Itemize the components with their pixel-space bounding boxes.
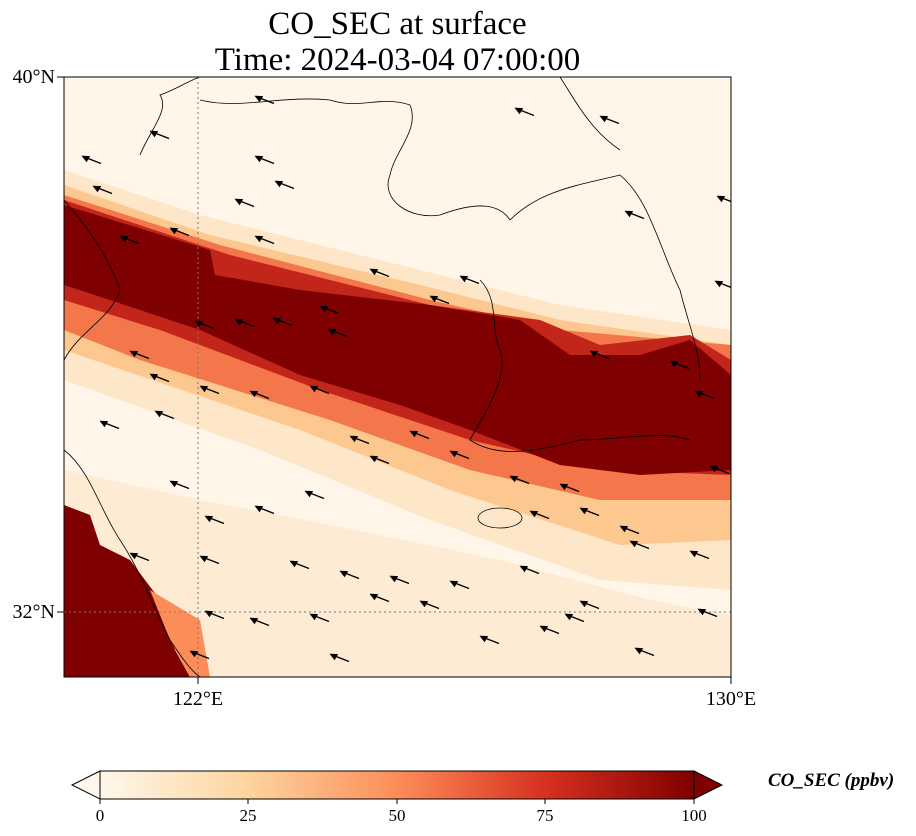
wind-arrow-head — [559, 483, 569, 491]
wind-arrow-head — [429, 295, 439, 303]
wind-arrow-head — [514, 107, 524, 115]
wind-arrow-head — [369, 268, 379, 276]
wind-arrow-head — [619, 525, 629, 533]
wind-arrow-head — [119, 235, 129, 243]
wind-arrow-head — [249, 390, 259, 398]
wind-arrow-head — [589, 350, 599, 358]
wind-arrow-head — [689, 550, 699, 558]
wind-arrow-head — [249, 617, 259, 625]
wind-arrow-head — [349, 435, 359, 443]
wind-arrow-head — [449, 580, 459, 588]
wind-arrow-head — [539, 625, 549, 633]
wind-arrow-head — [509, 475, 519, 483]
wind-arrow-head — [716, 195, 726, 203]
colorbar — [70, 770, 724, 804]
wind-arrow-head — [579, 507, 589, 515]
map-subtitle-time: Time: 2024-03-04 07:00:00 — [214, 42, 581, 78]
colorbar-tick-25: 25 — [239, 806, 257, 825]
map-title: CO_SEC at surface — [268, 6, 527, 42]
wind-arrow-head — [254, 505, 264, 513]
wind-arrow-head — [189, 650, 199, 658]
wind-arrow-head — [564, 613, 574, 621]
wind-arrow-head — [99, 420, 109, 428]
wind-arrow-head — [199, 385, 209, 393]
wind-arrow-head — [129, 552, 139, 560]
lon-label-122e: 122°E — [172, 688, 224, 710]
coastlines — [64, 77, 701, 677]
colorbar-tick-50: 50 — [388, 806, 406, 825]
wind-arrow-head — [327, 328, 337, 336]
wind-arrow-head — [254, 235, 264, 243]
wind-arrow-head — [389, 575, 399, 583]
wind-arrow-head — [329, 653, 339, 661]
wind-arrow-head — [92, 185, 102, 193]
wind-arrow-head — [449, 450, 459, 458]
concentration-field — [64, 77, 731, 677]
wind-arrow-head — [519, 565, 529, 573]
wind-arrow-head — [409, 430, 419, 438]
wind-arrow-head — [529, 510, 539, 518]
wind-arrow-head — [169, 227, 179, 235]
wind-arrow-head — [634, 647, 644, 655]
wind-arrow-head — [309, 613, 319, 621]
wind-vectors — [81, 95, 731, 663]
wind-arrow-head — [289, 560, 299, 568]
colorbar-tick-0: 0 — [95, 806, 105, 825]
wind-arrow-head — [714, 280, 724, 288]
wind-arrow-head — [199, 555, 209, 563]
wind-arrow-head — [204, 610, 214, 618]
wind-arrow-head — [272, 317, 282, 325]
wind-arrow-head — [599, 115, 609, 123]
wind-arrow-head — [81, 155, 91, 163]
wind-arrow-head — [369, 593, 379, 601]
wind-arrow-head — [194, 320, 204, 328]
wind-arrow-head — [697, 608, 707, 616]
wind-arrow-head — [319, 305, 329, 313]
wind-arrow-head — [254, 155, 264, 163]
wind-arrow-head — [254, 95, 264, 103]
wind-arrow-head — [149, 373, 159, 381]
wind-arrow-head — [419, 600, 429, 608]
wind-arrow-head — [274, 180, 284, 188]
wind-arrow-head — [369, 455, 379, 463]
colorbar-label: CO_SEC (ppbv) — [768, 770, 895, 791]
wind-arrow-head — [149, 130, 159, 138]
wind-arrow-head — [709, 465, 719, 473]
wind-arrow-head — [629, 540, 639, 548]
colorbar-tick-75: 75 — [536, 806, 554, 825]
wind-arrow-head — [169, 480, 179, 488]
wind-arrow-head — [579, 600, 589, 608]
wind-arrow-head — [624, 210, 634, 218]
wind-arrow-head — [204, 515, 214, 523]
map-frame — [63, 76, 732, 678]
lat-label-40n: 40°N — [12, 66, 55, 88]
wind-arrow-head — [479, 635, 489, 643]
colorbar-tick-100: 100 — [681, 806, 707, 825]
wind-arrow-head — [669, 360, 679, 368]
wind-arrow-head — [694, 390, 704, 398]
wind-arrow-head — [304, 490, 314, 498]
wind-arrow-head — [309, 385, 319, 393]
lon-label-130e: 130°E — [705, 688, 757, 710]
wind-arrow-head — [154, 410, 164, 418]
wind-arrow-head — [459, 275, 469, 283]
wind-arrow-head — [129, 350, 139, 358]
wind-arrow-head — [234, 318, 244, 326]
wind-arrow-head — [234, 198, 244, 206]
wind-arrow-head — [339, 570, 349, 578]
lat-label-32n: 32°N — [12, 601, 55, 623]
gridlines — [64, 77, 731, 677]
